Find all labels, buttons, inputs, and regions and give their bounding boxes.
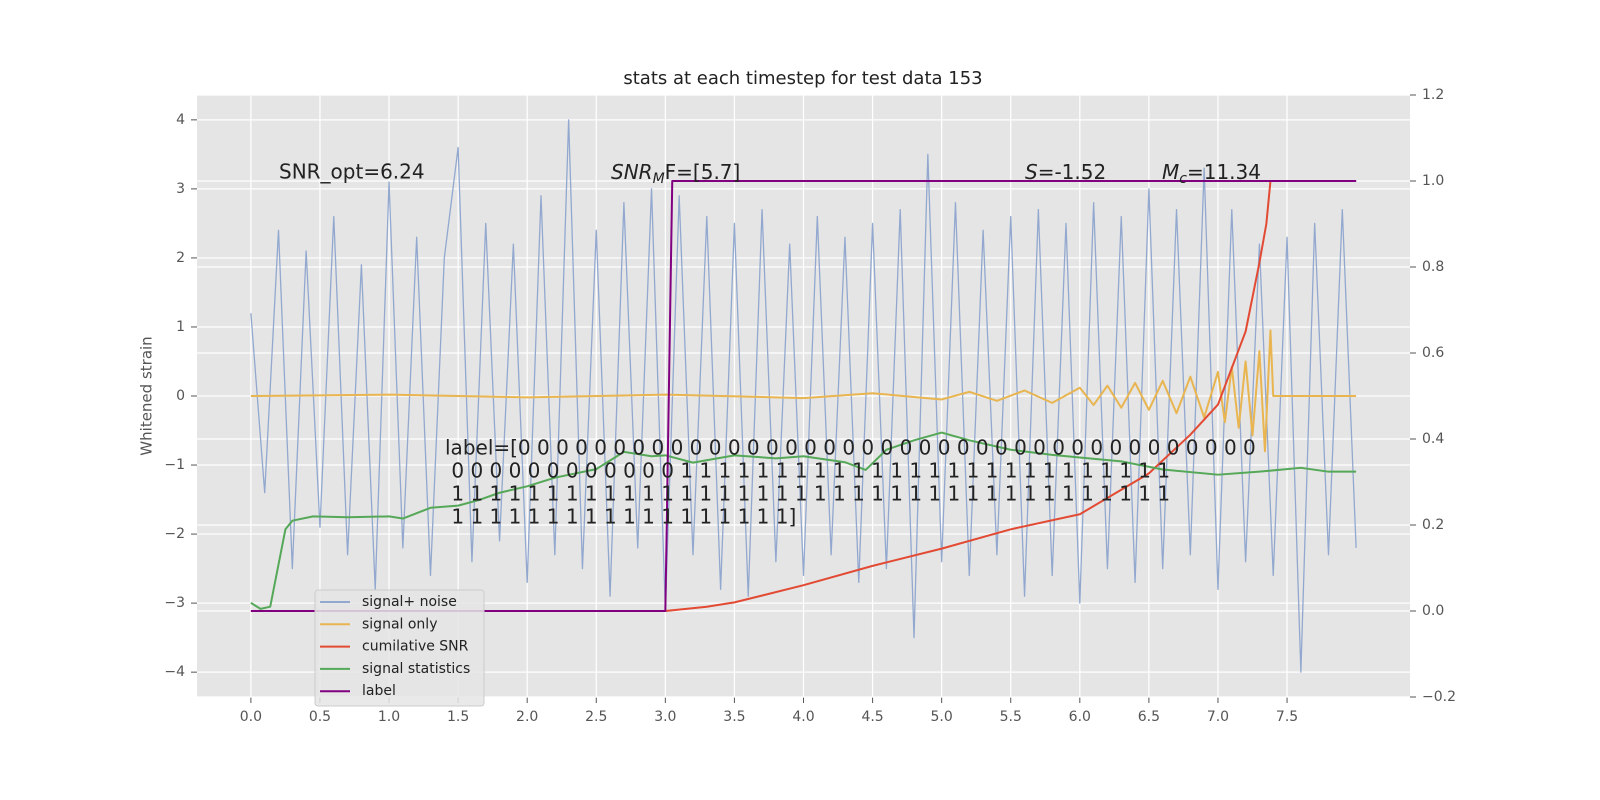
label-annotation: 0 0 0 0 0 0 0 0 0 0 0 0 1 1 1 1 1 1 1 1 … — [445, 459, 1170, 483]
annotation-part: M — [653, 171, 665, 187]
series-line — [250, 431, 1357, 610]
y2-tick-label: 0.2 — [1422, 517, 1444, 533]
y-tick-label: −2 — [164, 526, 185, 542]
y-axis-label: Whitened strain — [138, 336, 156, 455]
y-tick-label: −4 — [164, 664, 185, 680]
legend-label: signal only — [362, 616, 437, 632]
annotation-part: M — [1162, 160, 1179, 184]
annotation: S=-1.52 — [1025, 160, 1106, 184]
y2-tick-label: 1.2 — [1422, 87, 1444, 103]
x-tick-label: 6.0 — [1069, 709, 1091, 725]
x-tick-label: 5.5 — [1000, 709, 1022, 725]
y2-tick-label: 0.6 — [1422, 345, 1444, 361]
label-annotation: 1 1 1 1 1 1 1 1 1 1 1 1 1 1 1 1 1 1 1 1 … — [445, 482, 1170, 506]
x-tick-label: 7.0 — [1207, 709, 1229, 725]
label-annotation: label=[0 0 0 0 0 0 0 0 0 0 0 0 0 0 0 0 0… — [445, 436, 1256, 460]
legend-label: label — [362, 683, 396, 699]
y2-tick-label: −0.2 — [1422, 689, 1456, 705]
chart-title: stats at each timestep for test data 153 — [623, 68, 982, 89]
series-line — [250, 119, 1357, 673]
annotation-part: SNR — [611, 160, 653, 184]
y-tick-label: 2 — [176, 250, 185, 266]
annotation: SNRMF=[5.7] — [611, 160, 740, 188]
legend-label: cumilative SNR — [362, 639, 469, 655]
y-tick-label: −1 — [164, 457, 185, 473]
legend-box — [314, 589, 485, 707]
y-tick-label: −3 — [164, 595, 185, 611]
annotation-part: =-1.52 — [1038, 160, 1107, 184]
x-tick-label: 2.5 — [585, 709, 607, 725]
x-tick-label: 3.5 — [723, 709, 745, 725]
x-tick-label: 1.0 — [378, 709, 400, 725]
x-tick-label: 3.0 — [654, 709, 676, 725]
y-tick-label: 1 — [176, 319, 185, 335]
annotation-part: =11.34 — [1187, 160, 1261, 184]
annotation: SNR_opt=6.24 — [279, 160, 425, 184]
y2-tick-label: 0.4 — [1422, 431, 1444, 447]
y2-tick-label: 1.0 — [1422, 173, 1444, 189]
y2-tick-label: 0.0 — [1422, 603, 1444, 619]
legend-label: signal+ noise — [362, 594, 457, 610]
y-tick-label: 3 — [176, 181, 185, 197]
annotation-part: c — [1179, 171, 1187, 187]
x-tick-label: 0.5 — [309, 709, 331, 725]
x-tick-label: 0.0 — [240, 709, 262, 725]
legend-label: signal statistics — [362, 661, 470, 677]
x-tick-label: 4.5 — [861, 709, 883, 725]
y2-tick-label: 0.8 — [1422, 259, 1444, 275]
y-tick-label: 4 — [176, 112, 185, 128]
x-tick-label: 5.0 — [931, 709, 953, 725]
annotation-part: F=[5.7] — [665, 160, 741, 184]
series-line — [250, 180, 1357, 612]
label-annotation: 1 1 1 1 1 1 1 1 1 1 1 1 1 1 1 1 1 1] — [445, 505, 796, 529]
y-tick-label: 0 — [176, 388, 185, 404]
x-tick-label: 6.5 — [1138, 709, 1160, 725]
x-tick-label: 2.0 — [516, 709, 538, 725]
x-tick-label: 7.5 — [1276, 709, 1298, 725]
series-line — [250, 329, 1357, 453]
x-tick-label: 1.5 — [447, 709, 469, 725]
annotation-part: S — [1025, 160, 1038, 184]
x-tick-label: 4.0 — [792, 709, 814, 725]
annotation: Mc=11.34 — [1162, 160, 1261, 188]
